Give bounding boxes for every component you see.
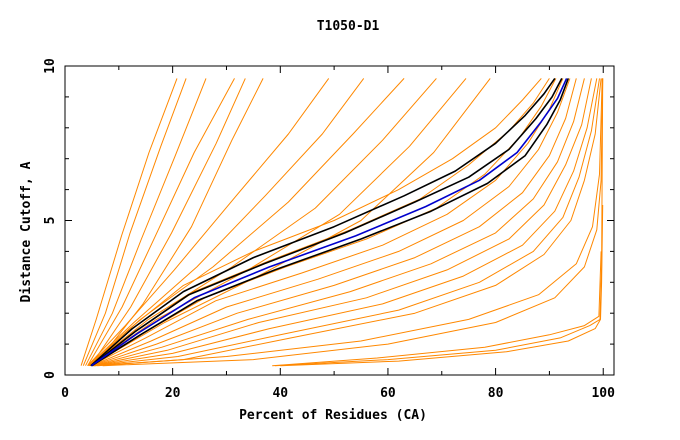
series-line-reference [90, 78, 568, 367]
series-line-main-1 [88, 78, 542, 367]
series-line-main-8 [92, 78, 592, 367]
series-line-highlight-3 [91, 78, 570, 367]
series-line-main-9 [93, 78, 598, 367]
series-line-main-7 [92, 78, 585, 367]
series-line-main-11 [94, 78, 602, 367]
series-line-main-6 [91, 78, 577, 367]
series-line-mid-1 [87, 78, 330, 367]
series-line-lower-1 [97, 78, 603, 367]
series-line-mid-2 [87, 78, 365, 367]
series-line-highlight-2 [90, 78, 563, 367]
series-line-highlight-1 [90, 77, 556, 367]
series-line-steep-2 [82, 78, 187, 366]
series-line-steep-4 [87, 78, 235, 366]
series-line-mid-4 [89, 78, 437, 367]
chart-title: T1050-D1 [317, 19, 380, 34]
x-axis-label: Percent of Residues (CA) [239, 408, 427, 423]
x-tick-label: 20 [165, 386, 181, 401]
series-line-steep-5 [90, 78, 246, 366]
y-axis-label: Distance Cutoff, A [19, 161, 34, 302]
series-line-steep-3 [85, 78, 207, 366]
series-line-main-5 [91, 78, 571, 367]
x-tick-label: 80 [488, 386, 504, 401]
series-line-main-4 [90, 78, 564, 367]
y-tick-label: 0 [43, 371, 58, 379]
x-tick-label: 100 [591, 386, 615, 401]
series-line-outlier-2 [280, 204, 604, 367]
series-line-steep-1 [80, 78, 178, 366]
axis-layer: 0 20 40 60 80 100 0 5 10 [43, 58, 615, 401]
x-tick-label: 60 [380, 386, 396, 401]
x-tick-label: 40 [272, 386, 288, 401]
series-line-mid-6 [90, 78, 491, 367]
series-line-outlier-3 [272, 251, 602, 367]
series-line-main-10 [94, 78, 600, 367]
y-tick-label: 5 [43, 217, 58, 225]
x-tick-label: 0 [61, 386, 69, 401]
series-layer [80, 77, 604, 367]
y-tick-label: 10 [43, 58, 58, 74]
series-line-lower-2 [102, 78, 604, 367]
